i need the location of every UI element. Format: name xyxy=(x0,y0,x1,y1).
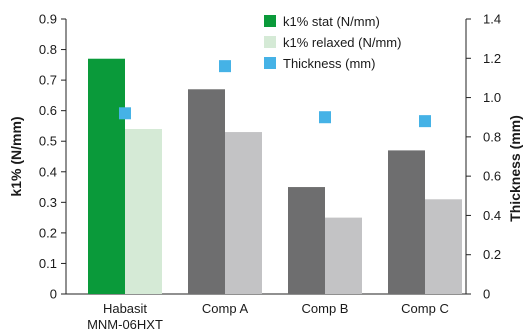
left-tick-label: 0.2 xyxy=(39,225,57,240)
left-tick-label: 0.8 xyxy=(39,42,57,57)
left-tick-label: 0.5 xyxy=(39,134,57,149)
x-tick-label: Comp B xyxy=(302,301,349,316)
right-axis-title: Thickness (mm) xyxy=(507,115,523,222)
bar-stat xyxy=(388,150,425,294)
right-tick-label: 0.4 xyxy=(483,208,501,223)
left-tick-label: 0.4 xyxy=(39,164,57,179)
right-tick-label: 1.2 xyxy=(483,51,501,66)
legend-swatch xyxy=(264,15,276,27)
bar-relaxed xyxy=(325,217,362,294)
left-axis-title: k1% (N/mm) xyxy=(8,116,24,196)
thickness-marker xyxy=(419,115,431,128)
right-tick-label: 1.0 xyxy=(483,90,501,105)
thickness-marker xyxy=(219,60,231,73)
right-tick-label: 1.4 xyxy=(483,12,501,27)
legend-swatch xyxy=(264,57,276,69)
thickness-marker xyxy=(119,107,131,120)
x-tick-label: Comp A xyxy=(202,301,249,316)
legend-swatch xyxy=(264,36,276,48)
left-tick-label: 0.7 xyxy=(39,73,57,88)
right-tick-label: 0.6 xyxy=(483,169,501,184)
right-tick-label: 0.8 xyxy=(483,129,501,144)
left-tick-label: 0.9 xyxy=(39,12,57,27)
left-tick-label: 0.6 xyxy=(39,103,57,118)
x-tick-label: Habasit xyxy=(103,301,147,316)
x-tick-label: MNM-06HXT xyxy=(87,317,163,332)
thickness-marker xyxy=(319,111,331,124)
legend-label: k1% relaxed (N/mm) xyxy=(283,35,401,50)
x-tick-label: Comp C xyxy=(401,301,449,316)
legend-label: Thickness (mm) xyxy=(283,56,375,71)
left-tick-label: 0 xyxy=(50,287,57,302)
right-tick-label: 0.2 xyxy=(483,247,501,262)
bar-relaxed xyxy=(125,129,162,294)
left-tick-label: 0.1 xyxy=(39,256,57,271)
bar-relaxed xyxy=(225,132,262,294)
bar-relaxed xyxy=(425,199,462,294)
bar-stat xyxy=(288,187,325,294)
right-tick-label: 0 xyxy=(483,287,490,302)
bar-stat xyxy=(188,89,225,295)
left-tick-label: 0.3 xyxy=(39,195,57,210)
bar-stat xyxy=(88,58,125,294)
legend-label: k1% stat (N/mm) xyxy=(283,14,380,29)
